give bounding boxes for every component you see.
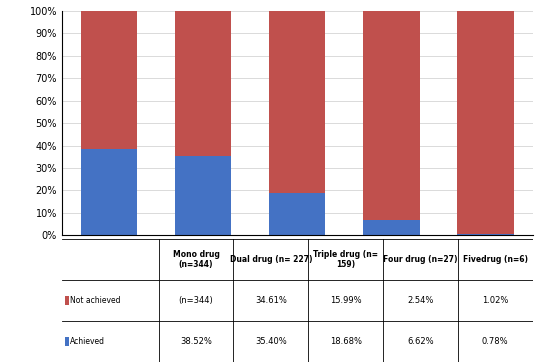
Text: 34.61%: 34.61%: [255, 296, 287, 305]
Text: 15.99%: 15.99%: [330, 296, 362, 305]
Text: Not achieved: Not achieved: [70, 296, 121, 305]
Text: 2.54%: 2.54%: [407, 296, 434, 305]
Bar: [269, 193, 325, 235]
Bar: [81, 149, 137, 235]
Text: Triple drug (n=
159): Triple drug (n= 159): [313, 250, 378, 269]
Bar: [175, 156, 231, 235]
Bar: [81, 11, 137, 149]
Bar: [269, 11, 325, 193]
Bar: [363, 11, 420, 220]
Text: 0.78%: 0.78%: [482, 337, 508, 346]
Text: Mono drug
(n=344): Mono drug (n=344): [173, 250, 220, 269]
Bar: [65, 337, 69, 346]
Text: 35.40%: 35.40%: [255, 337, 287, 346]
Text: 38.52%: 38.52%: [180, 337, 212, 346]
Text: 18.68%: 18.68%: [330, 337, 362, 346]
Bar: [65, 295, 69, 306]
Text: (n=344): (n=344): [179, 296, 214, 305]
Text: Fivedrug (n=6): Fivedrug (n=6): [463, 255, 528, 264]
Text: 6.62%: 6.62%: [407, 337, 434, 346]
Text: Four drug (n=27): Four drug (n=27): [383, 255, 458, 264]
Bar: [457, 11, 514, 233]
Bar: [363, 220, 420, 235]
Text: Dual drug (n= 227): Dual drug (n= 227): [230, 255, 312, 264]
Bar: [457, 233, 514, 235]
Text: Achieved: Achieved: [70, 337, 105, 346]
Bar: [175, 11, 231, 156]
Text: 1.02%: 1.02%: [482, 296, 508, 305]
